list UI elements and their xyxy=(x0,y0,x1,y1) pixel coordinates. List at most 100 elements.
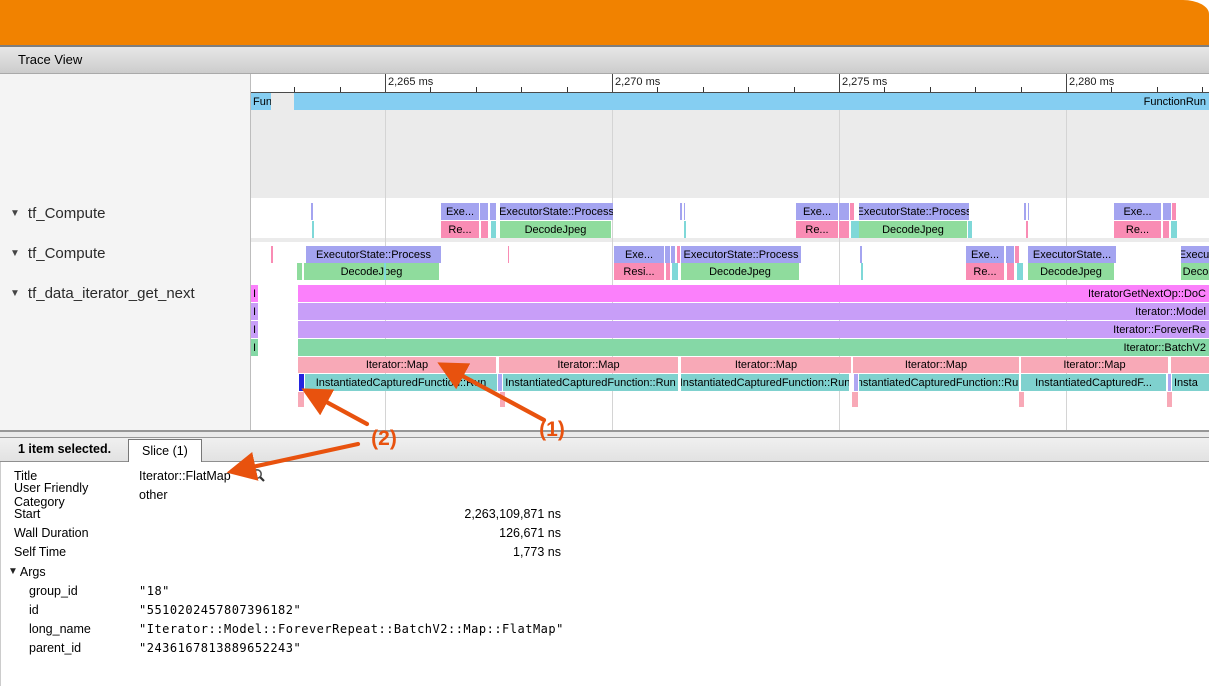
trace-slice[interactable] xyxy=(684,221,686,238)
trace-slice[interactable] xyxy=(298,392,304,407)
trace-slice[interactable]: Exe... xyxy=(796,203,838,220)
trace-slice[interactable]: ExecutorState... xyxy=(1028,246,1116,263)
trace-slice[interactable]: Iterator::Map xyxy=(298,357,496,373)
tab-slice[interactable]: Slice (1) xyxy=(128,439,202,462)
trace-slice[interactable] xyxy=(491,221,496,238)
trace-slice[interactable]: Iterator::Map xyxy=(853,357,1019,373)
trace-slice[interactable]: I xyxy=(251,303,258,320)
trace-slice[interactable]: Iterator::BatchV2 xyxy=(298,339,1209,356)
trace-slice[interactable] xyxy=(1024,203,1026,220)
trace-slice[interactable] xyxy=(481,221,488,238)
trace-slice[interactable] xyxy=(672,263,678,280)
trace-slice[interactable] xyxy=(490,203,496,220)
trace-slice[interactable] xyxy=(850,203,854,220)
trace-slice[interactable] xyxy=(861,263,863,280)
trace-slice[interactable] xyxy=(312,221,314,238)
trace-slice[interactable] xyxy=(854,374,858,391)
magnifier-icon[interactable] xyxy=(251,468,266,483)
trace-slice[interactable]: InstantiatedCapturedFunction::Run xyxy=(859,374,1019,391)
trace-slice[interactable]: IteratorGetNextOp::DoC xyxy=(298,285,1209,302)
trace-slice[interactable]: FunctionRun xyxy=(294,93,1209,110)
trace-slice[interactable]: DecodeJpeg xyxy=(500,221,611,238)
trace-slice[interactable] xyxy=(311,203,313,220)
trace-slice[interactable] xyxy=(1007,263,1014,280)
trace-slice[interactable]: InstantiatedCapturedFunction::Run xyxy=(305,374,497,391)
trace-slice[interactable] xyxy=(680,203,682,220)
trace-slice[interactable] xyxy=(1015,246,1019,263)
trace-slice[interactable] xyxy=(851,221,860,238)
sidebar-track-tf_Compute[interactable]: ▼ tf_Compute xyxy=(10,203,105,223)
trace-slice[interactable]: ExecutorState::Process xyxy=(500,203,613,220)
trace-slice[interactable] xyxy=(671,246,675,263)
selected-slice[interactable] xyxy=(299,374,304,391)
trace-slice[interactable]: Iterator::Model xyxy=(298,303,1209,320)
trace-slice[interactable] xyxy=(1171,221,1177,238)
trace-slice[interactable]: Exe... xyxy=(441,203,479,220)
trace-slice[interactable] xyxy=(498,374,502,391)
trace-slice[interactable]: Execut xyxy=(1181,246,1209,263)
timeline-ruler[interactable]: 2,265 ms 2,270 ms 2,275 ms 2,280 ms xyxy=(251,74,1209,93)
trace-slice[interactable] xyxy=(384,263,386,280)
trace-slice[interactable] xyxy=(1028,203,1029,220)
trace-slice[interactable] xyxy=(1019,392,1024,407)
trace-slice[interactable] xyxy=(500,392,505,407)
trace-slice[interactable]: I xyxy=(251,321,258,338)
trace-slice[interactable]: DecodeJpeg xyxy=(1028,263,1114,280)
trace-slice[interactable] xyxy=(1163,203,1171,220)
trace-slice[interactable] xyxy=(1163,221,1169,238)
trace-slice[interactable] xyxy=(1017,263,1023,280)
trace-slice[interactable] xyxy=(297,263,302,280)
args-section-toggle[interactable]: ▼ Args xyxy=(1,562,1209,581)
trace-slice[interactable]: InstantiatedCapturedFunction::Run xyxy=(681,374,849,391)
panel-splitter[interactable] xyxy=(0,430,1209,438)
trace-slice[interactable]: Re... xyxy=(1114,221,1161,238)
collapse-triangle-icon[interactable]: ▼ xyxy=(10,247,20,259)
trace-slice[interactable]: Resi... xyxy=(614,263,664,280)
trace-slice[interactable] xyxy=(839,221,849,238)
trace-slice[interactable] xyxy=(1171,357,1209,373)
trace-slice[interactable]: Re... xyxy=(966,263,1004,280)
sidebar-track-tf_Compute[interactable]: ▼ tf_Compute xyxy=(10,243,105,263)
trace-slice[interactable] xyxy=(1172,203,1176,220)
trace-slice[interactable] xyxy=(666,263,670,280)
args-triangle-icon[interactable]: ▼ xyxy=(8,566,18,577)
trace-slice[interactable]: Re... xyxy=(796,221,838,238)
trace-slice[interactable]: Insta xyxy=(1172,374,1209,391)
trace-slice[interactable]: Fun xyxy=(251,93,271,110)
timeline-chart[interactable]: 2,265 ms 2,270 ms 2,275 ms 2,280 ms Fun Func… xyxy=(250,74,1209,430)
collapse-triangle-icon[interactable]: ▼ xyxy=(10,207,20,219)
sidebar-track-tf_data_iterator_get_next[interactable]: ▼ tf_data_iterator_get_next xyxy=(10,283,195,303)
trace-slice[interactable] xyxy=(1026,221,1028,238)
trace-slice[interactable] xyxy=(1006,246,1014,263)
trace-slice[interactable]: DecodeJpeg xyxy=(304,263,439,280)
trace-slice[interactable] xyxy=(480,203,488,220)
trace-slice[interactable]: Deco xyxy=(1181,263,1209,280)
trace-slice[interactable] xyxy=(677,246,680,263)
trace-slice[interactable]: I xyxy=(251,285,258,302)
trace-slice[interactable] xyxy=(839,203,849,220)
trace-slice[interactable]: InstantiatedCapturedFunction::Run xyxy=(503,374,678,391)
trace-slice[interactable]: ExecutorState::Process xyxy=(306,246,441,263)
trace-slice[interactable]: InstantiatedCapturedF... xyxy=(1021,374,1166,391)
trace-slice[interactable] xyxy=(1168,374,1171,391)
trace-slice[interactable]: Iterator::Map xyxy=(1021,357,1168,373)
trace-slice[interactable]: DecodeJpeg xyxy=(681,263,799,280)
trace-slice[interactable] xyxy=(1167,392,1172,407)
trace-slice[interactable]: Iterator::Map xyxy=(499,357,678,373)
trace-slice[interactable]: Exe... xyxy=(966,246,1004,263)
trace-slice[interactable]: DecodeJpeg xyxy=(859,221,967,238)
trace-slice[interactable]: ExecutorState::Process xyxy=(681,246,801,263)
trace-slice[interactable]: I xyxy=(251,339,258,356)
trace-slice[interactable]: ExecutorState::Process xyxy=(859,203,969,220)
trace-slice[interactable] xyxy=(968,221,972,238)
trace-slice[interactable] xyxy=(852,392,858,407)
trace-slice[interactable]: Exe... xyxy=(614,246,664,263)
trace-slice[interactable]: Exe... xyxy=(1114,203,1161,220)
trace-slice[interactable] xyxy=(271,246,273,263)
trace-slice[interactable] xyxy=(684,203,685,220)
trace-slice[interactable] xyxy=(508,246,509,263)
trace-slice[interactable]: Iterator::Map xyxy=(681,357,851,373)
trace-slice[interactable] xyxy=(665,246,670,263)
trace-slice[interactable]: Re... xyxy=(441,221,479,238)
trace-slice[interactable] xyxy=(860,246,862,263)
